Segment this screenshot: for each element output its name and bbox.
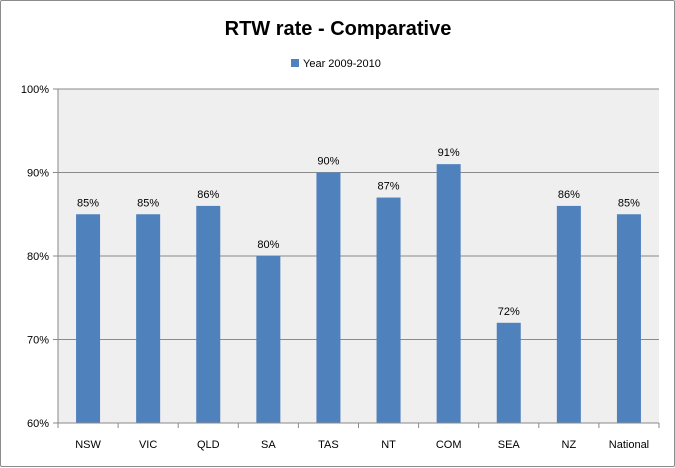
chart-title: RTW rate - Comparative xyxy=(225,18,452,40)
y-tick-label: 90% xyxy=(27,168,49,180)
x-tick-label: SA xyxy=(261,439,276,451)
x-axis: NSW VIC QLD SA TAS NT COM SEA NZ National xyxy=(57,422,660,451)
bar xyxy=(436,164,461,423)
x-tick-label: SEA xyxy=(498,439,521,451)
bar xyxy=(196,205,221,423)
x-tick-label: NZ xyxy=(562,439,577,451)
data-label: 86% xyxy=(197,189,219,201)
x-tick-label: National xyxy=(609,439,649,451)
data-label: 80% xyxy=(257,239,279,251)
legend: Year 2009-2010 xyxy=(291,58,381,70)
data-label: 85% xyxy=(618,197,640,209)
y-tick-label: 100% xyxy=(21,84,49,96)
bar xyxy=(76,214,101,423)
data-label: 91% xyxy=(438,147,460,159)
x-tick-label: COM xyxy=(436,439,462,451)
bar xyxy=(256,256,281,423)
legend-label: Year 2009-2010 xyxy=(303,58,381,70)
x-tick-label: TAS xyxy=(318,439,339,451)
bar xyxy=(556,205,581,423)
bar xyxy=(316,172,341,423)
bars: 85% 85% 86% 80% 90% 87% 91% 72% 86% 85% xyxy=(76,147,641,423)
y-tick-label: 60% xyxy=(27,418,49,430)
data-label: 86% xyxy=(558,189,580,201)
bar xyxy=(496,322,521,423)
y-axis: 60% 70% 80% 90% 100% xyxy=(21,84,59,430)
x-tick-label: NSW xyxy=(75,439,101,451)
data-label: 72% xyxy=(498,306,520,318)
legend-swatch xyxy=(291,59,299,67)
x-tick-label: NT xyxy=(381,439,396,451)
bar xyxy=(616,214,641,423)
x-tick-label: QLD xyxy=(197,439,220,451)
data-label: 85% xyxy=(137,197,159,209)
bar xyxy=(136,214,161,423)
data-label: 85% xyxy=(77,197,99,209)
data-label: 87% xyxy=(378,181,400,193)
bar xyxy=(376,197,401,423)
x-tick-label: VIC xyxy=(139,439,157,451)
y-tick-label: 80% xyxy=(27,251,49,263)
data-label: 90% xyxy=(317,156,339,168)
y-tick-label: 70% xyxy=(27,335,49,347)
